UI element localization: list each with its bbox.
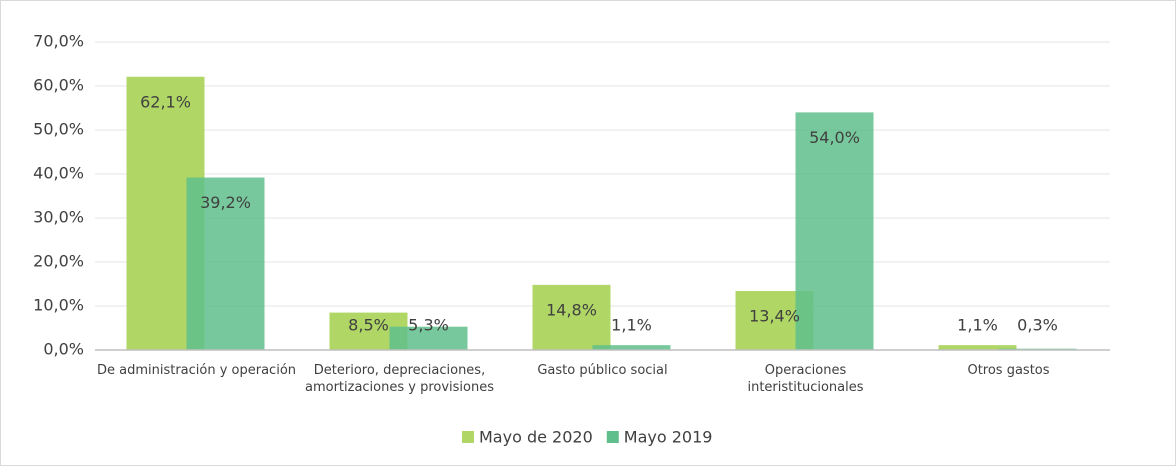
x-tick-label: Deterioro, depreciaciones, amortizacione… xyxy=(304,363,495,395)
data-label: 5,3% xyxy=(408,316,449,335)
legend-swatch xyxy=(462,431,474,443)
x-tick-label: De administración y operación xyxy=(96,363,297,378)
x-tick-label: Operaciones interistitucionales xyxy=(747,363,864,395)
y-tick-label: 40,0% xyxy=(33,164,84,183)
y-tick-label: 60,0% xyxy=(33,76,84,95)
y-tick-label: 0,0% xyxy=(43,340,84,359)
bar xyxy=(795,112,874,351)
data-label: 54,0% xyxy=(809,128,860,147)
data-label: 1,1% xyxy=(957,316,998,335)
y-tick-label: 70,0% xyxy=(33,32,84,51)
legend-label: Mayo 2019 xyxy=(624,428,713,447)
data-label: 39,2% xyxy=(200,193,251,212)
x-tick-label: Otros gastos xyxy=(967,363,1050,378)
bar xyxy=(532,284,611,350)
data-label: 0,3% xyxy=(1017,316,1058,335)
y-tick-label: 10,0% xyxy=(33,296,84,315)
x-tick-label: Gasto público social xyxy=(537,363,668,378)
data-label: 62,1% xyxy=(140,92,191,111)
bar xyxy=(592,345,671,350)
bar xyxy=(186,177,265,350)
y-tick-label: 50,0% xyxy=(33,120,84,139)
legend-swatch xyxy=(606,431,619,443)
data-label: 1,1% xyxy=(611,316,652,335)
y-tick-label: 30,0% xyxy=(33,208,84,227)
data-label: 14,8% xyxy=(546,300,597,319)
data-label: 13,4% xyxy=(749,307,800,326)
data-label: 8,5% xyxy=(348,316,389,335)
bar xyxy=(938,345,1017,350)
legend-label: Mayo de 2020 xyxy=(479,428,593,447)
y-tick-label: 20,0% xyxy=(33,252,84,271)
bar xyxy=(389,326,468,350)
